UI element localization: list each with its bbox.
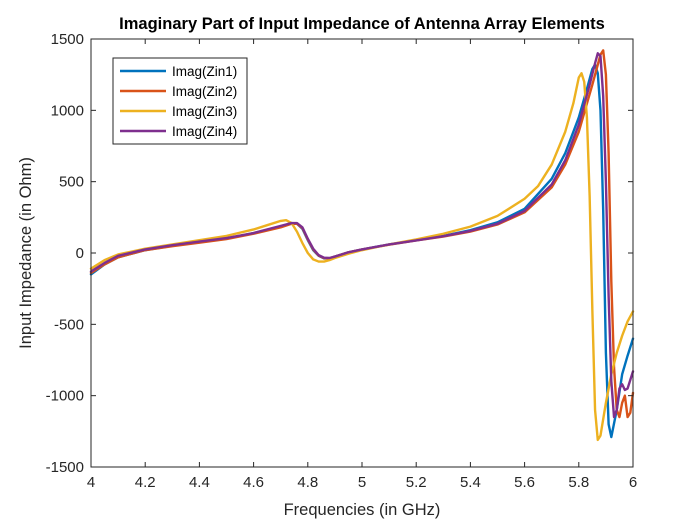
x-tick-label: 4.2 [135, 474, 156, 491]
x-tick-label: 4.6 [243, 474, 264, 491]
y-axis-label: Input Impedance (in Ohm) [17, 157, 35, 349]
x-tick-label: 4 [87, 474, 95, 491]
legend-label-1: Imag(Zin1) [172, 64, 237, 79]
y-tick-label: 500 [59, 174, 84, 191]
x-tick-label: 5.6 [514, 474, 535, 491]
x-tick-label: 6 [629, 474, 637, 491]
y-axis: -1500 -1000 -500 0 500 1000 1500 [46, 31, 633, 476]
legend-label-4: Imag(Zin4) [172, 124, 237, 139]
x-tick-label: 4.4 [189, 474, 210, 491]
y-tick-label: 1000 [51, 102, 84, 119]
plot-frame [90, 38, 634, 468]
y-tick-label: -1500 [46, 459, 84, 476]
x-tick-label: 5.4 [460, 474, 481, 491]
x-tick-label: 5.8 [568, 474, 589, 491]
series-group [89, 49, 635, 442]
chart-title: Imaginary Part of Input Impedance of Ant… [119, 15, 605, 33]
series-line-4 [89, 52, 635, 419]
y-tick-label: 1500 [51, 31, 84, 48]
x-tick-label: 4.8 [297, 474, 318, 491]
x-axis-label: Frequencies (in GHz) [284, 501, 441, 519]
legend-label-3: Imag(Zin3) [172, 104, 237, 119]
y-tick-label: -500 [54, 316, 84, 333]
legend-box [112, 57, 248, 145]
legend-label-2: Imag(Zin2) [172, 84, 237, 99]
x-tick-label: 5 [358, 474, 366, 491]
legend: Imag(Zin1) Imag(Zin2) Imag(Zin3) Imag(Zin4) [112, 57, 248, 145]
y-tick-label: 0 [76, 245, 84, 262]
y-tick-label: -1000 [46, 388, 84, 405]
x-axis: 4 4.2 4.4 4.6 4.8 5 5.2 5.4 5.6 5.8 6 [87, 39, 637, 491]
x-tick-label: 5.2 [406, 474, 427, 491]
